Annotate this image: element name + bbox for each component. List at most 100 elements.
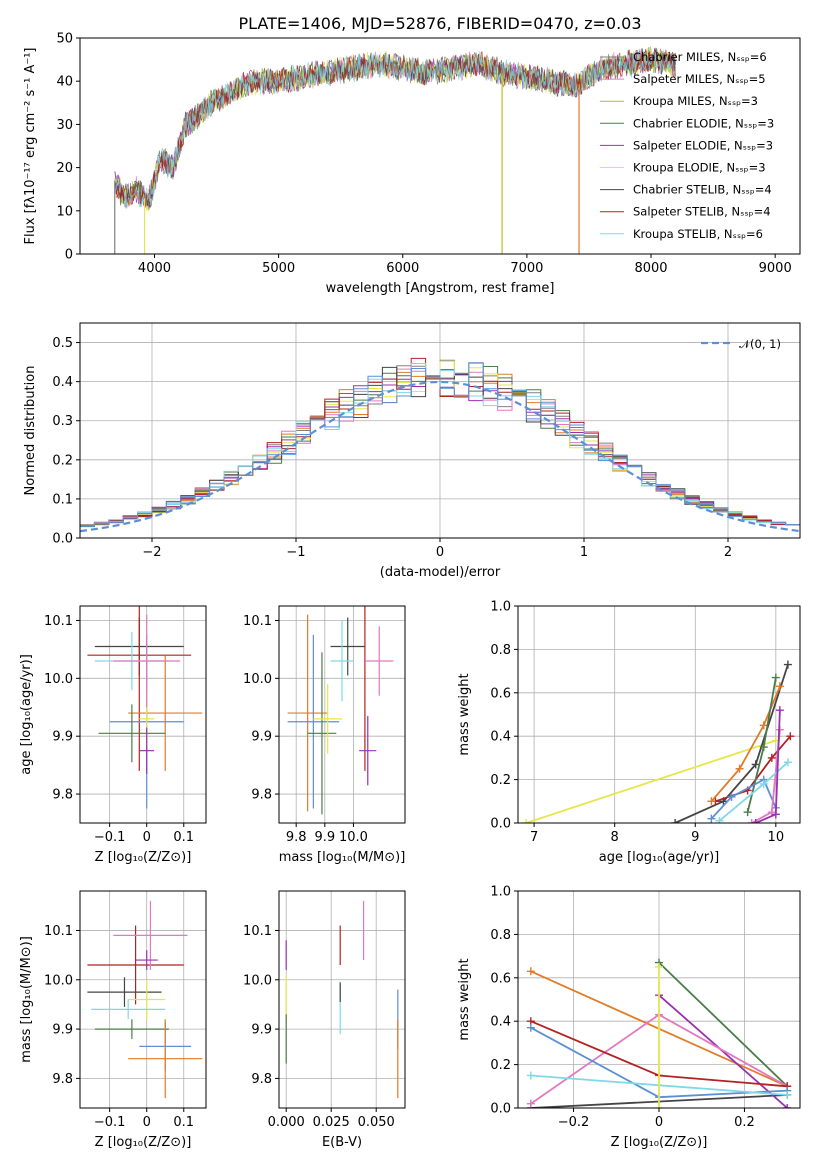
x-tick-label: 0.025 bbox=[313, 1115, 350, 1130]
gaussian-curve bbox=[80, 380, 800, 533]
x-tick-label: 9.9 bbox=[314, 830, 335, 845]
legend-label: Kroupa MILES, Nₛₛₚ=3 bbox=[633, 94, 758, 108]
residuals-panel: 𝒩(0, 1) −2 −1 0 1 2 0.0 0.1 0.2 0.3 0.4 0.5 (data-mo… bbox=[23, 322, 801, 580]
age-vs-Z-ylabel: age [log₁₀(age/yr)] bbox=[19, 654, 34, 775]
massweight-point bbox=[715, 816, 724, 823]
histogram-series bbox=[80, 360, 800, 526]
age-vs-Z-xlabel: Z [log₁₀(Z/Z⊙)] bbox=[95, 850, 192, 865]
massweight-point bbox=[767, 753, 776, 762]
massweight-vs-age-xlabel: age [log₁₀(age/yr)] bbox=[599, 850, 720, 865]
x-tick-label: 9000 bbox=[759, 261, 792, 276]
legend-label: Chabrier MILES, Nₛₛₚ=6 bbox=[633, 50, 767, 64]
residuals-xlabel: (data-model)/error bbox=[380, 565, 501, 580]
x-tick-label: 1 bbox=[580, 545, 588, 560]
massweight-point bbox=[727, 792, 736, 801]
y-tick-label: 0.4 bbox=[490, 730, 511, 745]
legend-label: Kroupa STELIB, Nₛₛₚ=6 bbox=[633, 227, 763, 241]
age-vs-mass-frame bbox=[278, 605, 406, 824]
massweight-point bbox=[759, 721, 768, 730]
x-tick-label: 10 bbox=[768, 830, 785, 845]
x-tick-label: 7 bbox=[530, 830, 538, 845]
massweight-vs-age-frame bbox=[517, 605, 801, 824]
x-tick-label: 9 bbox=[691, 830, 699, 845]
x-tick-label: 0.050 bbox=[358, 1115, 395, 1130]
massweight-point bbox=[751, 819, 760, 823]
y-tick-label: 1.0 bbox=[490, 885, 511, 900]
x-tick-label: 0 bbox=[655, 1115, 663, 1130]
legend-label: Chabrier ELODIE, Nₛₛₚ=3 bbox=[633, 116, 774, 130]
age-vs-mass-marks bbox=[287, 606, 394, 815]
massweight-point bbox=[707, 797, 716, 806]
massweight-line bbox=[658, 961, 788, 1087]
y-tick-label: 10.0 bbox=[44, 973, 73, 988]
y-tick-label: 40 bbox=[56, 75, 73, 90]
y-tick-label: 10.1 bbox=[44, 924, 73, 939]
y-tick-label: 9.9 bbox=[52, 730, 73, 745]
x-tick-label: 5000 bbox=[262, 261, 295, 276]
y-tick-label: 9.8 bbox=[251, 1072, 272, 1087]
x-tick-label: 9.8 bbox=[286, 830, 307, 845]
massweight-vs-Z-marks bbox=[526, 958, 792, 1108]
y-tick-label: 20 bbox=[56, 161, 73, 176]
y-tick-label: 9.8 bbox=[52, 788, 73, 803]
massweight-point bbox=[759, 779, 768, 788]
mass-vs-Z-ylabel: mass [log₁₀(M/M⊙)] bbox=[19, 936, 34, 1063]
massweight-point bbox=[775, 706, 784, 715]
massweight-point bbox=[707, 814, 716, 823]
massweight-point bbox=[783, 758, 792, 767]
spectrum-frame bbox=[79, 37, 801, 255]
y-tick-label: 9.9 bbox=[251, 730, 272, 745]
y-tick-label: 0.4 bbox=[490, 1015, 511, 1030]
spectrum-ylabel: Flux [fλ10⁻¹⁷ erg cm⁻² s⁻¹ A⁻¹] bbox=[23, 48, 38, 245]
y-tick-label: 10.0 bbox=[243, 973, 272, 988]
x-tick-label: 0.1 bbox=[173, 830, 194, 845]
massweight-point bbox=[783, 660, 792, 669]
y-tick-label: 0.0 bbox=[490, 1102, 511, 1117]
y-tick-label: 0.0 bbox=[490, 817, 511, 832]
residuals-marks bbox=[80, 357, 800, 533]
y-tick-label: 9.8 bbox=[251, 788, 272, 803]
massweight-point bbox=[655, 962, 663, 971]
x-tick-label: −0.2 bbox=[558, 1115, 590, 1130]
massweight-point bbox=[522, 819, 531, 823]
y-tick-label: 10 bbox=[56, 204, 73, 219]
massweight-point bbox=[526, 967, 535, 976]
mass-vs-EBV-panel: 0.000 0.025 0.050 9.8 9.9 10.0 10.1 E(B-V) bbox=[243, 890, 406, 1150]
mass-vs-Z-frame bbox=[79, 890, 207, 1109]
y-tick-label: 0.6 bbox=[490, 971, 511, 986]
y-tick-label: 10.1 bbox=[44, 614, 73, 629]
mass-vs-EBV-marks bbox=[285, 900, 399, 1099]
x-tick-label: −0.1 bbox=[94, 1115, 126, 1130]
x-tick-label: 0.1 bbox=[173, 1115, 194, 1130]
massweight-point bbox=[526, 1071, 535, 1080]
massweight-point bbox=[743, 808, 752, 817]
massweight-point bbox=[759, 743, 768, 752]
legend-label: Salpeter STELIB, Nₛₛₚ=4 bbox=[633, 205, 771, 219]
massweight-point bbox=[771, 810, 780, 819]
massweight-point bbox=[526, 1099, 535, 1108]
mass-vs-Z-marks bbox=[87, 900, 203, 1099]
massweight-point bbox=[767, 808, 776, 817]
x-tick-label: 8 bbox=[611, 830, 619, 845]
histogram-series bbox=[80, 362, 800, 527]
age-vs-Z-marks bbox=[87, 606, 203, 809]
legend-label: 𝒩(0, 1) bbox=[739, 337, 781, 351]
y-tick-label: 0.6 bbox=[490, 686, 511, 701]
figure-title: PLATE=1406, MJD=52876, FIBERID=0470, z=0… bbox=[238, 14, 641, 33]
age-vs-Z-panel: −0.1 0 0.1 9.8 9.9 10.0 10.1 Z [log₁₀(Z/Z⊙)] age… bbox=[19, 605, 207, 865]
y-tick-label: 0.4 bbox=[52, 375, 73, 390]
y-tick-label: 0.1 bbox=[52, 492, 73, 507]
spectrum-line bbox=[114, 49, 676, 209]
spectrum-marks bbox=[114, 46, 676, 254]
y-tick-label: 0.3 bbox=[52, 414, 73, 429]
y-tick-label: 9.9 bbox=[52, 1023, 73, 1038]
y-tick-label: 0.0 bbox=[52, 532, 73, 547]
massweight-vs-age-panel: 7 8 9 10 0.0 0.2 0.4 0.6 0.8 1.0 age [log₁₀(age/yr… bbox=[457, 600, 801, 865]
massweight-vs-age-marks bbox=[522, 660, 795, 823]
x-tick-label: 2 bbox=[724, 545, 732, 560]
mass-vs-EBV-frame bbox=[278, 890, 406, 1109]
massweight-line bbox=[658, 994, 788, 1108]
age-vs-mass-xlabel: mass [log₁₀(M/M⊙)] bbox=[279, 850, 406, 865]
legend-label: Salpeter ELODIE, Nₛₛₚ=3 bbox=[633, 138, 773, 152]
